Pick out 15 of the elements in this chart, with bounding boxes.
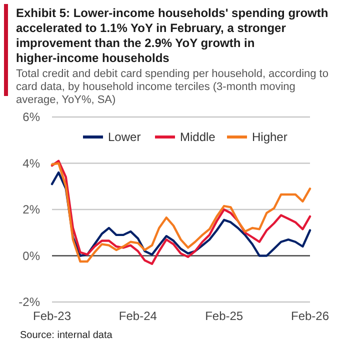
x-tick-label: Feb-24 [118,309,158,323]
x-tick-label: Feb-25 [205,309,244,323]
legend-label: Middle [180,130,216,144]
legend-label: Lower [108,130,141,144]
x-tick-label: Feb-26 [290,309,330,323]
x-tick-label: Feb-23 [32,309,72,323]
chart-subtitle: Total credit and debit card spending per household, according to card data, by household income terciles (3-month moving average, YoY%, SA) [16,68,328,106]
source-note: Source: internal data [20,330,113,341]
y-tick-label: 6% [22,110,40,124]
y-tick-label: 0% [22,248,40,263]
y-tick-label: 2% [22,202,40,217]
chart-title: Exhibit 5: Lower-income households' spending growth accelerated to 1.1% YoY in February, a stronger improvement than the 2.9% YoY growth in higher-income households [16,6,328,65]
y-tick-label: -2% [18,295,40,310]
legend-label: Higher [252,130,288,144]
y-tick-label: 4% [22,156,40,170]
